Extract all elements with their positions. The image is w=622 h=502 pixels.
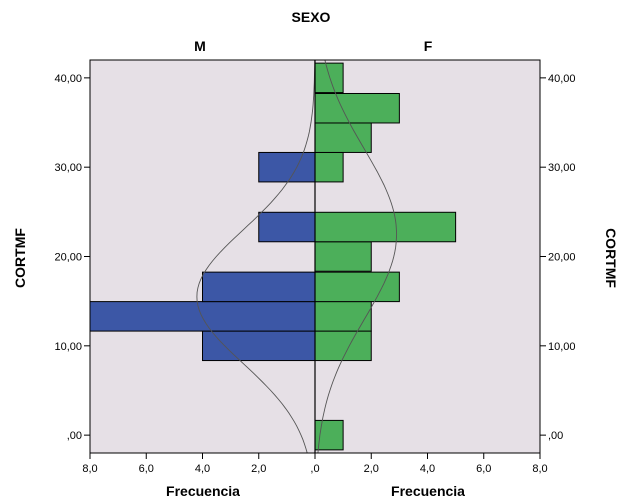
- bar-m-1: [89, 301, 316, 332]
- x-tick-label: 4,0: [420, 463, 435, 475]
- bar-f-9: [314, 62, 344, 94]
- bar-f-0: [314, 419, 344, 451]
- x-tick-label: 6,0: [139, 463, 154, 475]
- bar-f-2: [314, 301, 372, 332]
- y-tick-label-left: 40,00: [54, 73, 82, 85]
- bar-f-4: [314, 241, 372, 272]
- y-tick-label-left: 10,00: [54, 341, 82, 353]
- y-tick-label-right: 30,00: [548, 162, 576, 174]
- x-tick-label: 4,0: [195, 463, 210, 475]
- normal-curve-m: [196, 59, 316, 454]
- x-axis-label-right: Frecuencia: [391, 483, 465, 499]
- group-label-f: F: [424, 38, 433, 54]
- x-tick-label: 2,0: [251, 463, 266, 475]
- x-tick-label: 6,0: [476, 463, 491, 475]
- y-tick-label-left: 30,00: [54, 162, 82, 174]
- x-tick-label: 8,0: [82, 463, 97, 475]
- y-tick-label-right: 10,00: [548, 341, 576, 353]
- bar-m-3: [258, 211, 316, 243]
- bar-m-0: [202, 330, 316, 362]
- y-axis-label-right: CORTMF: [603, 228, 619, 288]
- y-tick-label-right: ,00: [548, 430, 563, 442]
- bar-f-1: [314, 330, 372, 362]
- y-axis-ticks: ,00 ,00 10,00 10,00 20,00 20,00 30,00 30,00 40,0…: [54, 73, 575, 442]
- y-tick-label-right: 40,00: [548, 73, 576, 85]
- x-tick-label: 8,0: [532, 463, 547, 475]
- x-axis-label-left: Frecuencia: [166, 483, 240, 499]
- bar-f-5: [314, 211, 457, 243]
- bars-group: [89, 62, 457, 451]
- normal-curves-group: [196, 59, 398, 454]
- bar-m-2: [202, 271, 316, 303]
- bar-f-6: [314, 151, 344, 183]
- chart-title: SEXO: [292, 9, 331, 25]
- y-axis-label-left: CORTMF: [12, 228, 28, 288]
- x-axis-ticks: 8,0 6,0 4,0 2,0 ,0 2,0 4,0 6,0 8,0: [82, 453, 548, 475]
- normal-curve-f: [317, 59, 398, 454]
- group-label-m: M: [194, 38, 206, 54]
- y-tick-label-left: ,00: [67, 430, 82, 442]
- y-tick-label-left: 20,00: [54, 252, 82, 264]
- x-tick-label: ,0: [310, 463, 319, 475]
- bar-m-4: [258, 151, 316, 183]
- bar-f-7: [314, 122, 372, 153]
- x-tick-label: 2,0: [364, 463, 379, 475]
- y-tick-label-right: 20,00: [548, 252, 576, 264]
- bar-f-8: [314, 92, 400, 124]
